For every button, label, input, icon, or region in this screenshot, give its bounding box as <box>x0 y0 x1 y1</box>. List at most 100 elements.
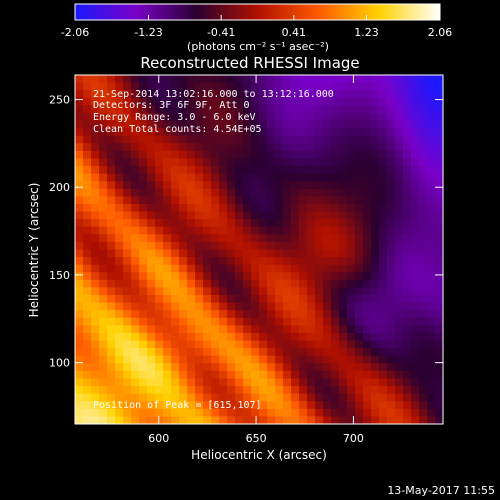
heatmap-cell <box>259 105 268 114</box>
heatmap-cell <box>163 105 172 114</box>
heatmap-cell <box>435 135 443 144</box>
heatmap-cell <box>363 75 372 84</box>
heatmap-cell <box>379 120 388 129</box>
heatmap-cell <box>259 257 268 266</box>
heatmap-cell <box>139 302 148 311</box>
heatmap-cell <box>347 173 356 182</box>
heatmap-cell <box>355 196 364 205</box>
heatmap-cell <box>187 90 196 99</box>
heatmap-cell <box>243 287 252 296</box>
heatmap-cell <box>259 386 268 395</box>
heatmap-cell <box>227 378 236 387</box>
heatmap-cell <box>179 241 188 251</box>
heatmap-cell <box>435 363 443 372</box>
heatmap-cell <box>403 226 412 235</box>
heatmap-cell <box>211 302 220 311</box>
heatmap-cell <box>243 348 252 357</box>
heatmap-cell <box>235 166 244 175</box>
heatmap-cell <box>387 120 396 129</box>
heatmap-cell <box>259 401 268 410</box>
heatmap-cell <box>171 310 180 319</box>
heatmap-cell <box>259 393 268 402</box>
heatmap-cell <box>187 332 196 342</box>
heatmap-cell <box>227 166 236 175</box>
heatmap-cell <box>419 82 428 91</box>
heatmap-cell <box>147 378 156 387</box>
heatmap-cell <box>267 75 276 84</box>
heatmap-cell <box>123 393 132 402</box>
heatmap-cell <box>171 166 180 175</box>
heatmap-cell <box>283 279 292 289</box>
heatmap-cell <box>323 219 332 228</box>
heatmap-cell <box>155 188 164 197</box>
heatmap-cell <box>371 363 380 372</box>
heatmap-cell <box>235 310 244 319</box>
heatmap-cell <box>307 90 316 99</box>
heatmap-cell <box>395 408 404 418</box>
heatmap-cell <box>371 408 380 418</box>
heatmap-cell <box>107 257 116 266</box>
heatmap-cell <box>195 401 204 410</box>
heatmap-cell <box>347 158 356 167</box>
heatmap-cell <box>163 355 172 364</box>
heatmap-cell <box>243 120 252 129</box>
heatmap-cell <box>195 408 204 418</box>
heatmap-cell <box>339 317 348 326</box>
heatmap-cell <box>315 211 324 220</box>
heatmap-cell <box>187 257 196 266</box>
heatmap-cell <box>331 279 340 289</box>
heatmap-cell <box>275 105 284 114</box>
heatmap-cell <box>235 196 244 205</box>
heatmap-cell <box>99 241 108 251</box>
heatmap-cell <box>339 135 348 144</box>
heatmap-cell <box>379 279 388 289</box>
heatmap-cell <box>331 310 340 319</box>
heatmap-cell <box>419 416 428 424</box>
heatmap-cell <box>131 355 140 364</box>
heatmap-cell <box>131 386 140 395</box>
heatmap-cell <box>307 135 316 144</box>
heatmap-cell <box>99 401 108 410</box>
heatmap-cell <box>299 105 308 114</box>
heatmap-cell <box>403 295 412 304</box>
heatmap-cell <box>123 241 132 251</box>
heatmap-cell <box>291 150 300 160</box>
heatmap-cell <box>395 143 404 152</box>
heatmap-cell <box>187 128 196 137</box>
heatmap-cell <box>283 128 292 137</box>
heatmap-cell <box>347 340 356 349</box>
heatmap-cell <box>99 188 108 197</box>
heatmap-cell <box>243 332 252 342</box>
heatmap-cell <box>163 158 172 167</box>
heatmap-cell <box>219 401 228 410</box>
heatmap-cell <box>251 158 260 167</box>
heatmap-cell <box>299 249 308 258</box>
heatmap-cell <box>395 287 404 296</box>
heatmap-cell <box>403 173 412 182</box>
heatmap-cell <box>219 416 228 424</box>
heatmap-cell <box>251 173 260 182</box>
heatmap-cell <box>195 332 204 342</box>
heatmap-cell <box>291 234 300 243</box>
heatmap-cell <box>387 241 396 251</box>
heatmap-cell <box>267 226 276 235</box>
heatmap-cell <box>227 310 236 319</box>
heatmap-cell <box>99 355 108 364</box>
heatmap-cell <box>115 257 124 266</box>
heatmap-cell <box>235 203 244 213</box>
heatmap-cell <box>411 401 420 410</box>
heatmap-cell <box>419 105 428 114</box>
heatmap-cell <box>355 105 364 114</box>
heatmap-cell <box>179 408 188 418</box>
heatmap-cell <box>403 135 412 144</box>
heatmap-cell <box>123 158 132 167</box>
heatmap-cell <box>323 226 332 235</box>
heatmap-cell <box>355 90 364 99</box>
colorbar-tick-label: 1.23 <box>354 26 379 39</box>
heatmap-cell <box>347 211 356 220</box>
heatmap-cell <box>163 135 172 144</box>
heatmap-cell <box>363 188 372 197</box>
heatmap-cell <box>315 401 324 410</box>
heatmap-cell <box>251 226 260 235</box>
